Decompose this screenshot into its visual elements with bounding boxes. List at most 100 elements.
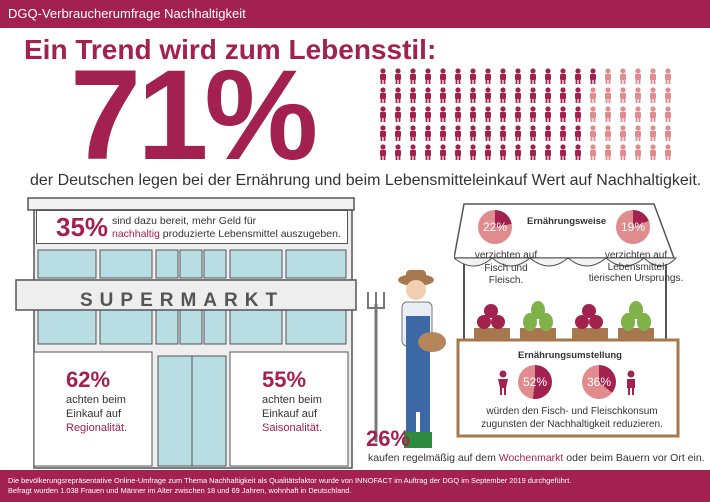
footer-bar: Die bevölkerungsrepräsentative Online-Um… xyxy=(0,470,710,502)
person-icon xyxy=(573,106,583,122)
stat-seasonal-line2: Einkauf auf xyxy=(262,407,318,420)
person-icon xyxy=(378,144,388,160)
person-icon xyxy=(393,68,403,84)
person-icon xyxy=(558,87,568,103)
stat-regional-text: achten beim Einkauf auf Regionalität. xyxy=(66,394,127,435)
diet-fish-meat-line2: Fisch und Fleisch. xyxy=(484,262,528,287)
person-icon xyxy=(468,125,478,141)
main-stat-text: der Deutschen legen bei der Ernährung un… xyxy=(30,172,702,189)
person-icon xyxy=(528,106,538,122)
weekly-market-text: kaufen regelmäßig auf dem Wochenmarkt od… xyxy=(368,452,705,465)
supermarket-illustration xyxy=(15,197,357,469)
person-icon xyxy=(438,68,448,84)
main-percent: 71% xyxy=(70,44,318,187)
person-icon xyxy=(648,68,658,84)
person-icon xyxy=(453,125,463,141)
person-icon xyxy=(528,68,538,84)
change-text: würden den Fisch- und Fleischkonsum zugu… xyxy=(462,406,682,431)
person-icon xyxy=(573,68,583,84)
person-icon xyxy=(528,87,538,103)
person-icon xyxy=(648,144,658,160)
basket-icon xyxy=(418,332,446,352)
person-icon xyxy=(513,144,523,160)
person-icon xyxy=(663,144,673,160)
person-icon xyxy=(543,144,553,160)
person-icon xyxy=(648,87,658,103)
person-icon xyxy=(408,106,418,122)
panel-left xyxy=(33,351,153,467)
stat-regional-percent: 62% xyxy=(66,367,111,392)
person-icon xyxy=(528,125,538,141)
roof-edge xyxy=(27,197,355,211)
stat-extra-money-box xyxy=(36,210,348,244)
person-icon xyxy=(393,87,403,103)
person-icon xyxy=(483,87,493,103)
person-icon xyxy=(603,87,613,103)
person-icon xyxy=(423,125,433,141)
weekly-market-text-before: kaufen regelmäßig auf dem xyxy=(368,452,496,464)
diet-animal-line3: tierischen Ursprungs. xyxy=(588,273,684,284)
person-icon xyxy=(633,68,643,84)
person-icon xyxy=(378,125,388,141)
person-icon xyxy=(408,87,418,103)
person-icon xyxy=(483,144,493,160)
person-icon xyxy=(618,144,628,160)
person-icon xyxy=(468,87,478,103)
person-icon xyxy=(378,87,388,103)
person-icon xyxy=(423,106,433,122)
person-icon xyxy=(498,68,508,84)
weekly-market-highlight: Wochenmarkt xyxy=(498,452,564,464)
person-icon xyxy=(423,87,433,103)
person-icon xyxy=(573,144,583,160)
person-icon xyxy=(603,68,613,84)
pie-women xyxy=(518,365,552,399)
pitchfork-icon xyxy=(367,292,385,309)
person-icon xyxy=(393,144,403,160)
change-title: Ernährungsumstellung xyxy=(518,350,622,361)
person-icon xyxy=(423,68,433,84)
stat-seasonal-suffix: . xyxy=(318,421,322,434)
person-icon xyxy=(603,125,613,141)
person-icon xyxy=(633,125,643,141)
person-icon xyxy=(588,68,598,84)
person-icon xyxy=(498,125,508,141)
person-icon xyxy=(648,125,658,141)
change-women-percent: 52% xyxy=(522,375,548,389)
person-icon xyxy=(543,125,553,141)
person-icon xyxy=(573,125,583,141)
person-icon xyxy=(453,87,463,103)
pie-men xyxy=(582,365,616,399)
diet-title: Ernährungsweise xyxy=(527,216,607,227)
diet-animal-line1: verzichten auf xyxy=(604,250,668,261)
person-icon xyxy=(648,106,658,122)
person-icon xyxy=(438,87,448,103)
pie-animal-products xyxy=(616,210,650,244)
person-icon xyxy=(513,68,523,84)
footer-line1: Die bevölkerungsrepräsentative Online-Um… xyxy=(8,476,572,485)
person-icon xyxy=(588,87,598,103)
person-icon xyxy=(513,87,523,103)
person-icon xyxy=(378,106,388,122)
stat-regional-highlight: Regionalität xyxy=(66,421,125,434)
supermarket-sign-board xyxy=(15,279,357,311)
person-icon xyxy=(633,106,643,122)
woman-icon xyxy=(498,370,508,395)
person-icon xyxy=(603,144,613,160)
person-icon xyxy=(483,125,493,141)
person-icon xyxy=(498,144,508,160)
person-icon xyxy=(618,68,628,84)
person-icon xyxy=(663,125,673,141)
headline: Ein Trend wird zum Lebensstil: xyxy=(24,34,437,65)
person-icon xyxy=(453,68,463,84)
fruit-crates xyxy=(474,301,654,340)
person-icon xyxy=(558,125,568,141)
person-icon xyxy=(468,144,478,160)
person-icon xyxy=(438,144,448,160)
person-icon xyxy=(393,125,403,141)
person-icon xyxy=(618,87,628,103)
person-icon xyxy=(663,106,673,122)
footer-line2: Befragt wurden 1.038 Frauen und Männer i… xyxy=(8,486,352,495)
farmer-illustration xyxy=(367,270,446,448)
stall-counter xyxy=(456,338,680,438)
stat-seasonal-line1: achten beim xyxy=(262,394,322,406)
